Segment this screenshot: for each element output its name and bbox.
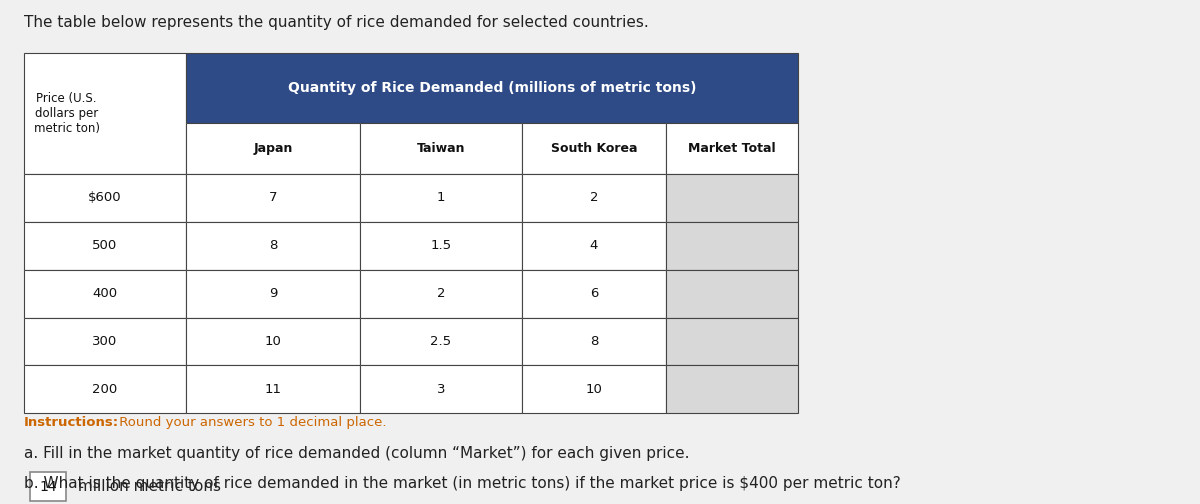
Bar	[24, 174, 186, 222]
Bar	[522, 174, 666, 222]
Bar	[522, 365, 666, 413]
Text: 3: 3	[437, 383, 445, 396]
Bar	[186, 318, 360, 365]
Bar	[522, 222, 666, 270]
Text: Price (U.S.
dollars per
metric ton): Price (U.S. dollars per metric ton)	[34, 92, 100, 135]
Text: South Korea: South Korea	[551, 142, 637, 155]
Text: b. What is the quantity of rice demanded in the market (in metric tons) if the m: b. What is the quantity of rice demanded…	[24, 476, 901, 491]
Bar	[666, 222, 798, 270]
Bar	[24, 270, 186, 318]
Bar	[522, 123, 666, 174]
Bar	[522, 318, 666, 365]
Text: 1.5: 1.5	[431, 239, 451, 252]
Bar	[24, 53, 186, 174]
Bar	[24, 365, 186, 413]
Text: 2: 2	[437, 287, 445, 300]
Bar	[24, 174, 186, 222]
Bar	[186, 270, 360, 318]
Text: 8: 8	[590, 335, 598, 348]
Bar	[666, 174, 798, 222]
Bar	[186, 123, 360, 174]
Text: Quantity of Rice Demanded (millions of metric tons): Quantity of Rice Demanded (millions of m…	[288, 81, 696, 95]
Bar	[360, 365, 522, 413]
Text: 6: 6	[590, 287, 598, 300]
Text: The table below represents the quantity of rice demanded for selected countries.: The table below represents the quantity …	[24, 15, 649, 30]
Bar	[186, 174, 360, 222]
Bar	[186, 123, 360, 174]
Bar	[24, 318, 186, 365]
Bar	[666, 123, 798, 174]
Text: 10: 10	[586, 383, 602, 396]
Bar	[360, 123, 522, 174]
Text: 14: 14	[40, 480, 56, 494]
Text: 400: 400	[92, 287, 118, 300]
Bar	[360, 174, 522, 222]
Bar	[360, 270, 522, 318]
Bar	[666, 318, 798, 365]
Bar	[666, 123, 798, 174]
Text: 300: 300	[92, 335, 118, 348]
Text: Instructions:: Instructions:	[24, 416, 119, 429]
Bar	[24, 222, 186, 270]
Bar	[522, 365, 666, 413]
Bar	[30, 472, 66, 501]
Bar	[24, 222, 186, 270]
Bar	[522, 123, 666, 174]
Bar	[666, 365, 798, 413]
Text: 8: 8	[269, 239, 277, 252]
Text: 10: 10	[264, 335, 282, 348]
Bar	[186, 365, 360, 413]
Text: Japan: Japan	[253, 142, 293, 155]
Text: a. Fill in the market quantity of rice demanded (column “Market”) for each given: a. Fill in the market quantity of rice d…	[24, 446, 690, 461]
Bar	[666, 270, 798, 318]
Bar	[522, 270, 666, 318]
Text: 9: 9	[269, 287, 277, 300]
Text: Market Total: Market Total	[688, 142, 776, 155]
Bar	[186, 365, 360, 413]
Text: million metric tons: million metric tons	[73, 479, 221, 494]
Bar	[186, 53, 798, 123]
Text: 500: 500	[92, 239, 118, 252]
Bar	[666, 270, 798, 318]
Bar	[522, 270, 666, 318]
Bar	[666, 174, 798, 222]
Bar	[24, 318, 186, 365]
Text: 2.5: 2.5	[431, 335, 451, 348]
Text: Taiwan: Taiwan	[416, 142, 466, 155]
Bar	[186, 222, 360, 270]
Text: 200: 200	[92, 383, 118, 396]
Bar	[666, 222, 798, 270]
Text: 4: 4	[590, 239, 598, 252]
Bar	[360, 270, 522, 318]
Bar	[360, 174, 522, 222]
Bar	[186, 270, 360, 318]
Bar	[360, 222, 522, 270]
Bar	[360, 123, 522, 174]
Bar	[186, 318, 360, 365]
Text: 1: 1	[437, 192, 445, 204]
Bar	[186, 222, 360, 270]
Bar	[360, 318, 522, 365]
Bar	[360, 222, 522, 270]
Bar	[360, 365, 522, 413]
Bar	[666, 365, 798, 413]
Bar	[522, 174, 666, 222]
Text: Round your answers to 1 decimal place.: Round your answers to 1 decimal place.	[115, 416, 386, 429]
Bar	[186, 174, 360, 222]
Bar	[24, 365, 186, 413]
Bar	[522, 222, 666, 270]
Bar	[186, 53, 798, 123]
Bar	[24, 53, 186, 174]
Text: 7: 7	[269, 192, 277, 204]
Bar	[666, 318, 798, 365]
Text: 2: 2	[589, 192, 599, 204]
Bar	[360, 318, 522, 365]
Bar	[24, 270, 186, 318]
Bar	[522, 318, 666, 365]
Text: $600: $600	[88, 192, 122, 204]
Text: 11: 11	[264, 383, 282, 396]
